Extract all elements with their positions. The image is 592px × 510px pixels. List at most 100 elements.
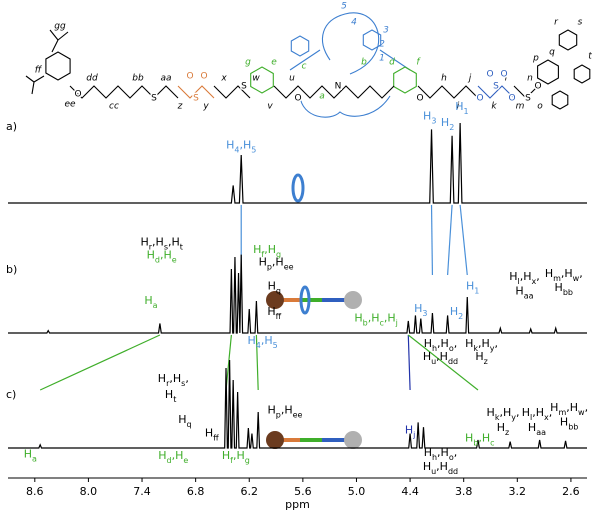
x-tick-label: 6.2 bbox=[241, 485, 259, 498]
peak-label: Hj bbox=[405, 423, 416, 439]
peak-label: H2 bbox=[441, 116, 454, 132]
atom-label: S bbox=[493, 82, 499, 92]
bond-chain bbox=[477, 85, 515, 99]
structure-label: h bbox=[441, 74, 447, 84]
crown-loop bbox=[322, 12, 380, 75]
peak-label: Ht bbox=[165, 388, 176, 404]
peak-label: H3 bbox=[414, 302, 427, 318]
ring bbox=[45, 51, 71, 81]
x-tick-label: 3.8 bbox=[455, 485, 473, 498]
structure-label: n bbox=[527, 74, 533, 84]
peak-label: Hp,Hee bbox=[259, 256, 294, 272]
structure-label: v bbox=[267, 102, 273, 112]
x-tick-label: 4.4 bbox=[401, 485, 419, 498]
peak-label: H1 bbox=[466, 280, 479, 296]
peak-label: Hbb bbox=[555, 281, 573, 297]
peak-label: H4,H5 bbox=[226, 138, 256, 154]
structure-label: q bbox=[549, 48, 555, 58]
correlation-line bbox=[430, 204, 434, 276]
structure-label: l bbox=[505, 74, 508, 84]
structure-label: aa bbox=[160, 74, 171, 84]
structure-label: ff bbox=[35, 66, 43, 76]
structure-label: y bbox=[202, 102, 209, 112]
structure-label: 1 bbox=[379, 54, 385, 64]
structure-label: b bbox=[361, 58, 367, 68]
atom-label: O bbox=[500, 70, 507, 80]
bond-chain bbox=[417, 85, 479, 99]
peak-label: Haa bbox=[515, 284, 533, 300]
peak-label: Hz bbox=[497, 421, 509, 437]
atom-label: S bbox=[193, 94, 199, 104]
crown-loop bbox=[299, 95, 391, 118]
icon-rotaxane-c bbox=[266, 431, 362, 449]
atom-label: O bbox=[476, 94, 483, 104]
structure-label: ee bbox=[64, 100, 76, 110]
bond-chain bbox=[213, 85, 251, 99]
atom-label: N bbox=[335, 82, 342, 92]
icon-ring bbox=[291, 173, 305, 203]
spectrum-line bbox=[8, 359, 587, 449]
panel-label: a) bbox=[6, 120, 17, 133]
structure-label: i bbox=[457, 102, 460, 112]
stopper bbox=[344, 431, 362, 449]
x-tick-label: 5.0 bbox=[348, 485, 366, 498]
peak-label: H4,H5 bbox=[248, 334, 278, 350]
peak-label: Hr,Hs, bbox=[158, 372, 189, 388]
structure-label: t bbox=[588, 52, 592, 62]
ring bbox=[291, 173, 305, 203]
peak-label: H1 bbox=[455, 100, 468, 116]
peak-label: Hu,Hdd bbox=[423, 460, 458, 476]
structure-label: j bbox=[467, 74, 472, 84]
peak-label: Hk,Hy, bbox=[487, 406, 520, 422]
structure-label: u bbox=[289, 74, 295, 84]
stopper bbox=[344, 291, 362, 309]
atom-label: O bbox=[74, 90, 81, 100]
structure-skeleton bbox=[25, 12, 411, 118]
correlation-line bbox=[407, 334, 411, 391]
peak-label: Hd,He bbox=[158, 449, 188, 465]
atom-label: S bbox=[151, 94, 157, 104]
correlation-line bbox=[39, 334, 161, 391]
structure-label: x bbox=[220, 74, 227, 84]
peak-label: Hm,Hw, bbox=[550, 401, 588, 417]
peak-label: Hm,Hw, bbox=[545, 267, 583, 283]
x-tick-label: 8.0 bbox=[80, 485, 98, 498]
structure-label: m bbox=[516, 102, 525, 112]
ring bbox=[290, 35, 310, 57]
peak-label: Ha bbox=[24, 447, 37, 463]
structure-label: cc bbox=[109, 102, 119, 112]
structure-label: o bbox=[537, 102, 543, 112]
icon-rotaxane-b bbox=[266, 285, 362, 315]
peak-label: Hu,Hdd bbox=[423, 350, 458, 366]
peak-label: Hf,Hg bbox=[222, 449, 250, 465]
structure-label: bb bbox=[132, 74, 144, 84]
structure-label: g bbox=[245, 58, 251, 68]
atom-label: O bbox=[416, 94, 423, 104]
panel-label: b) bbox=[6, 263, 17, 276]
correlation-line bbox=[255, 334, 259, 391]
x-tick-label: 8.6 bbox=[26, 485, 44, 498]
structure-label: 3 bbox=[383, 26, 389, 36]
peak-label: Hp,Hee bbox=[267, 403, 302, 419]
ring bbox=[250, 66, 274, 94]
ring bbox=[551, 90, 569, 110]
x-tick-label: 3.2 bbox=[509, 485, 527, 498]
peak-label: Hff bbox=[267, 305, 281, 321]
correlation-line bbox=[225, 334, 232, 391]
bond-chain bbox=[513, 85, 539, 99]
ring bbox=[558, 29, 578, 51]
peak-label: Hr,Hs,Ht bbox=[140, 236, 182, 252]
correlation-line bbox=[459, 204, 468, 276]
atom-label: O bbox=[486, 70, 493, 80]
bond-chain bbox=[177, 85, 215, 99]
atom-label: O bbox=[200, 72, 207, 82]
x-tick-label: 5.6 bbox=[294, 485, 312, 498]
atom-label: O bbox=[294, 94, 301, 104]
atom-label: O bbox=[186, 72, 193, 82]
peak-label: Hz bbox=[475, 350, 487, 366]
structure-label: f bbox=[416, 58, 421, 68]
x-axis-title: ppm bbox=[285, 498, 310, 510]
peak-label: Hq bbox=[268, 280, 281, 296]
